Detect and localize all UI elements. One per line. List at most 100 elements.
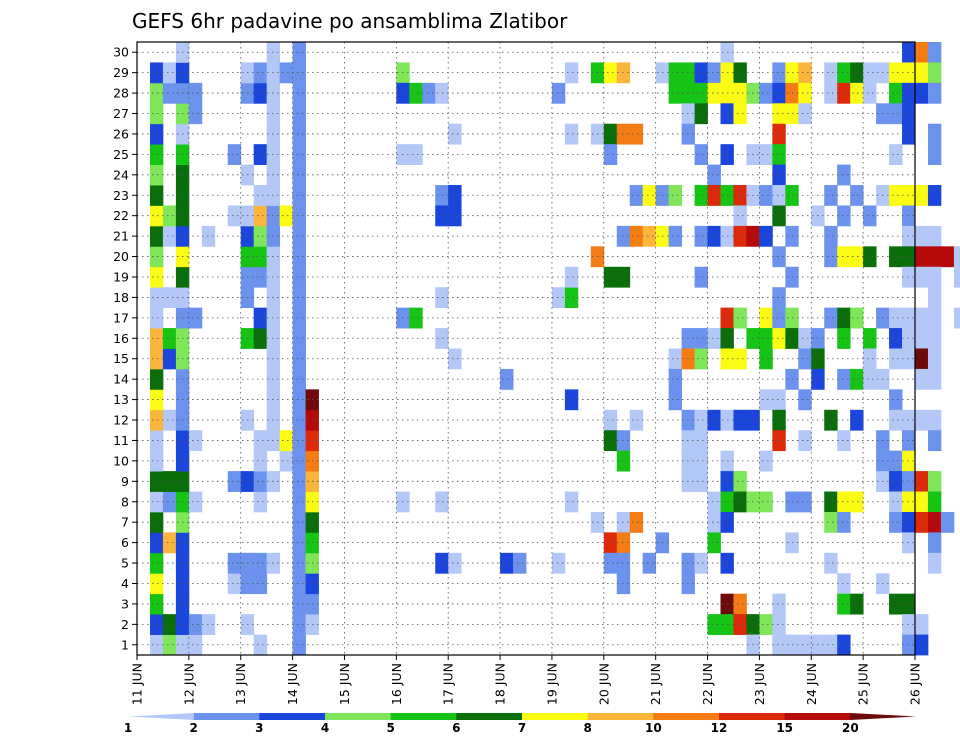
colorbar-swatch [850,713,916,720]
heatmap-cell [759,328,773,349]
heatmap-cell [162,62,177,84]
y-tick-label: 5 [121,556,129,571]
heatmap-cell [889,62,903,84]
heatmap-cell [902,409,916,431]
y-tick-label: 15 [113,351,129,366]
heatmap-cell [292,266,306,288]
heatmap-cell [694,409,708,431]
heatmap-cell [837,593,851,615]
heatmap-cell [603,552,618,574]
heatmap-cell [889,82,903,104]
heatmap-cell [642,225,657,247]
x-tick-label: 26 JUN [908,663,923,705]
heatmap-cell [227,205,242,227]
heatmap-cell [759,307,773,329]
heatmap-cell [902,62,916,84]
heatmap-cell [837,328,851,349]
heatmap-cell [759,82,773,104]
heatmap-cell [149,430,164,452]
heatmap-cell [772,123,786,145]
heatmap-cell [902,634,916,656]
y-tick-label: 17 [113,310,129,325]
heatmap-cell [513,552,527,574]
heatmap-cell [694,144,708,165]
heatmap-cell [435,491,449,513]
heatmap-cell [733,471,747,492]
heatmap-cell [642,552,657,574]
heatmap-cell [188,430,203,452]
heatmap-cell [863,82,877,104]
y-tick-label: 4 [121,576,129,591]
heatmap-cell [694,266,708,288]
heatmap-cell [409,307,423,329]
heatmap-cell [889,491,903,513]
heatmap-cell [694,430,708,452]
heatmap-cell [279,62,293,84]
y-tick-label: 18 [113,290,129,305]
heatmap-cell [927,225,942,247]
heatmap-cell [292,123,306,145]
heatmap-cell [149,266,164,288]
heatmap-cell [798,430,812,452]
heatmap-cell [798,328,812,349]
heatmap-cell [707,225,721,247]
heatmap-cell [927,471,942,492]
heatmap-cell [915,511,929,533]
heatmap-cell [253,328,268,349]
heatmap-cell [798,82,812,104]
heatmap-cell [435,552,449,574]
heatmap-cell [759,450,773,472]
heatmap-cell [824,634,838,656]
heatmap-cell [564,266,579,288]
heatmap-cell [292,368,306,390]
heatmap-cell [668,225,682,247]
heatmap-cell [707,82,721,104]
heatmap-cell [253,144,268,165]
heatmap-cell [824,246,838,268]
heatmap-cell [279,430,293,452]
heatmap-cell [733,614,747,635]
heatmap-cell [850,185,864,206]
heatmap-cell [927,328,942,349]
heatmap-cell [603,266,618,288]
heatmap-cell [162,287,177,309]
x-tick-label: 21 JUN [648,663,663,705]
heatmap-cell [902,82,916,104]
heatmap-cell [149,389,164,411]
colorbar-label: 1 [124,721,132,735]
heatmap-cell [564,287,579,309]
heatmap-cell [837,368,851,390]
heatmap-cell [837,307,851,329]
heatmap-cell [889,246,903,268]
heatmap-cell [902,614,916,635]
heatmap-cell [629,511,644,533]
y-tick-label: 2 [121,617,129,632]
heatmap-cell [149,164,164,186]
heatmap-cell [902,42,916,63]
heatmap-cell [694,348,708,370]
heatmap-cell [927,430,942,452]
heatmap-cell [733,225,747,247]
heatmap-cell [149,614,164,635]
heatmap-cell [707,491,721,513]
heatmap-cell [253,185,268,206]
heatmap-cell [149,593,164,615]
heatmap-cell [915,307,929,329]
heatmap-cell [292,593,306,615]
heatmap-cell [863,205,877,227]
heatmap-cell [772,185,786,206]
heatmap-cell [668,185,682,206]
colorbar-swatch [193,713,260,720]
heatmap-cell [772,634,786,656]
heatmap-cell [759,225,773,247]
heatmap-cell [409,82,423,104]
heatmap-cell [707,511,721,533]
heatmap-cell [279,450,293,472]
heatmap-cell [927,185,942,206]
heatmap-cell [694,82,708,104]
heatmap-cell [201,225,216,247]
heatmap-cell [889,348,903,370]
heatmap-cell [629,409,644,431]
heatmap-cell [292,307,306,329]
heatmap-cell [149,552,164,574]
